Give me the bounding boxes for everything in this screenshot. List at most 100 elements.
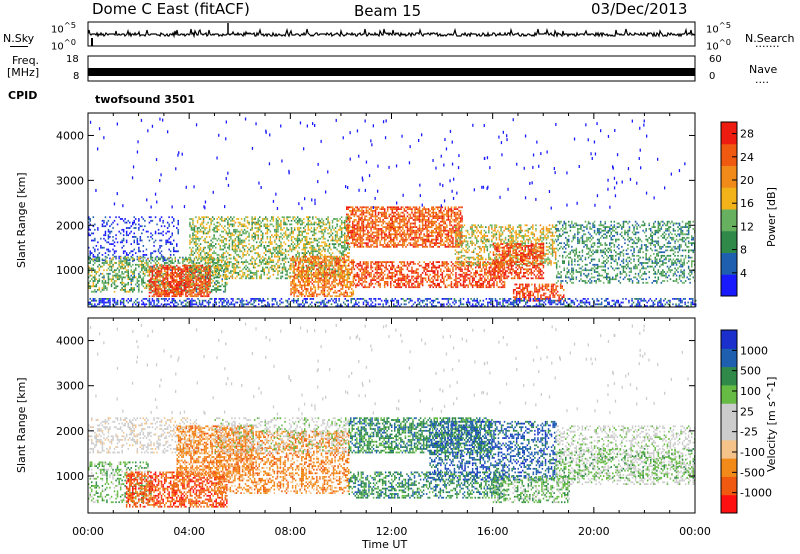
data-cell bbox=[211, 246, 214, 249]
data-cell bbox=[356, 233, 359, 236]
data-cell bbox=[92, 225, 95, 228]
data-cell bbox=[189, 218, 191, 220]
data-cell bbox=[252, 277, 255, 280]
data-cell bbox=[418, 215, 421, 218]
data-cell bbox=[370, 220, 372, 223]
data-cell bbox=[319, 221, 322, 224]
data-cell bbox=[242, 232, 244, 235]
data-cell bbox=[141, 225, 143, 228]
data-cell bbox=[252, 264, 255, 267]
data-cell bbox=[314, 279, 317, 281]
data-cell bbox=[218, 263, 220, 266]
data-cell bbox=[204, 270, 206, 272]
data-cell bbox=[438, 242, 440, 245]
data-cell bbox=[262, 268, 264, 271]
data-cell bbox=[319, 237, 322, 240]
data-cell bbox=[412, 206, 415, 209]
data-cell bbox=[112, 243, 114, 245]
data-cell bbox=[145, 283, 148, 286]
noise-tick-right-low-exp: ^0 bbox=[718, 37, 732, 47]
data-cell bbox=[192, 223, 194, 226]
data-cell bbox=[331, 232, 334, 235]
data-cell bbox=[148, 295, 151, 298]
data-cell bbox=[318, 248, 320, 251]
data-cell bbox=[118, 271, 120, 273]
data-cell bbox=[272, 216, 275, 219]
data-cell bbox=[266, 250, 269, 253]
data-cell bbox=[342, 245, 344, 247]
data-cell bbox=[411, 231, 413, 234]
data-cell bbox=[402, 219, 404, 221]
data-cell bbox=[125, 241, 128, 244]
data-cell bbox=[266, 245, 269, 247]
data-cell bbox=[427, 222, 430, 225]
data-cell bbox=[400, 238, 403, 241]
data-cell bbox=[125, 260, 128, 263]
data-cell bbox=[195, 230, 197, 233]
data-cell bbox=[148, 291, 151, 294]
data-cell bbox=[330, 268, 332, 271]
data-cell bbox=[322, 234, 325, 237]
data-cell bbox=[333, 273, 335, 276]
data-cell bbox=[271, 218, 273, 220]
data-cell bbox=[379, 208, 381, 210]
freq-tick-low: 8 bbox=[73, 71, 80, 82]
data-cell bbox=[334, 281, 336, 283]
data-cell bbox=[405, 233, 407, 236]
data-cell bbox=[441, 219, 444, 221]
data-cell bbox=[124, 218, 126, 220]
data-cell bbox=[171, 275, 173, 278]
data-cell bbox=[337, 270, 340, 272]
data-cell bbox=[323, 293, 326, 296]
data-cell bbox=[151, 272, 154, 274]
data-cell bbox=[414, 226, 416, 228]
data-cell bbox=[274, 230, 276, 233]
data-cell bbox=[125, 230, 128, 233]
data-cell bbox=[322, 289, 324, 292]
data-cell bbox=[222, 245, 225, 247]
data-cell bbox=[373, 222, 375, 225]
data-cell bbox=[205, 223, 208, 226]
noise-tick-right-low: 10^0 bbox=[706, 37, 732, 53]
data-cell bbox=[411, 226, 413, 228]
data-cell bbox=[291, 259, 294, 262]
data-cell bbox=[415, 233, 418, 236]
data-cell bbox=[361, 222, 363, 225]
data-cell bbox=[206, 275, 208, 278]
data-cell bbox=[203, 295, 205, 298]
data-cell bbox=[275, 234, 278, 237]
data-cell bbox=[174, 260, 176, 263]
data-cell bbox=[339, 225, 341, 228]
data-cell bbox=[335, 259, 338, 262]
data-cell bbox=[280, 252, 282, 254]
data-cell bbox=[162, 255, 164, 258]
data-cell bbox=[355, 244, 357, 246]
data-cell bbox=[396, 236, 398, 239]
data-cell bbox=[298, 270, 300, 272]
data-cell bbox=[127, 281, 129, 284]
data-cell bbox=[271, 243, 273, 245]
data-cell bbox=[390, 217, 392, 219]
data-cell bbox=[340, 232, 343, 235]
data-cell bbox=[334, 257, 337, 260]
data-cell bbox=[352, 259, 355, 262]
data-cell bbox=[367, 210, 369, 212]
data-cell bbox=[150, 258, 152, 261]
data-cell bbox=[168, 266, 170, 269]
data-cell bbox=[411, 229, 413, 232]
data-cell bbox=[209, 281, 211, 283]
data-cell bbox=[397, 242, 400, 245]
data-cell bbox=[338, 295, 341, 298]
data-cell bbox=[133, 221, 135, 224]
data-cell bbox=[148, 272, 151, 274]
data-cell bbox=[243, 225, 246, 228]
data-cell bbox=[423, 228, 425, 230]
data-cell bbox=[162, 289, 164, 292]
data-cell bbox=[441, 213, 444, 216]
data-cell bbox=[174, 270, 176, 272]
data-cell bbox=[342, 246, 344, 249]
data-cell bbox=[177, 232, 179, 235]
data-cell bbox=[223, 269, 225, 272]
data-cell bbox=[236, 272, 238, 274]
data-cell bbox=[414, 215, 416, 218]
